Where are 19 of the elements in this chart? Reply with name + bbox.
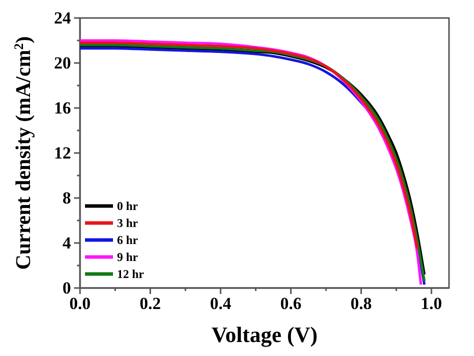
y-tick-label: 4 — [62, 233, 72, 252]
legend-label: 3 hr — [117, 216, 139, 230]
y-tick-label: 8 — [62, 188, 71, 208]
x-tick-label: 1.0 — [420, 294, 442, 314]
y-tick-label: 24 — [54, 8, 72, 28]
legend-label: 0 hr — [117, 199, 139, 213]
x-tick-label: 0.8 — [350, 294, 372, 314]
x-tick-label: 0.4 — [210, 294, 232, 314]
y-tick-label: 12 — [54, 143, 71, 162]
legend-label: 6 hr — [117, 233, 139, 247]
x-tick-label: 0.6 — [280, 294, 302, 314]
legend-label: 9 hr — [117, 250, 139, 264]
legend-label: 12 hr — [117, 267, 145, 281]
y-tick-label: 16 — [54, 98, 71, 118]
x-tick-label: 0.0 — [69, 294, 91, 314]
x-axis-title: Voltage (V) — [211, 322, 318, 347]
y-tick-label: 0 — [62, 278, 71, 298]
x-tick-label: 0.2 — [140, 294, 161, 314]
y-tick-label: 20 — [54, 53, 71, 72]
